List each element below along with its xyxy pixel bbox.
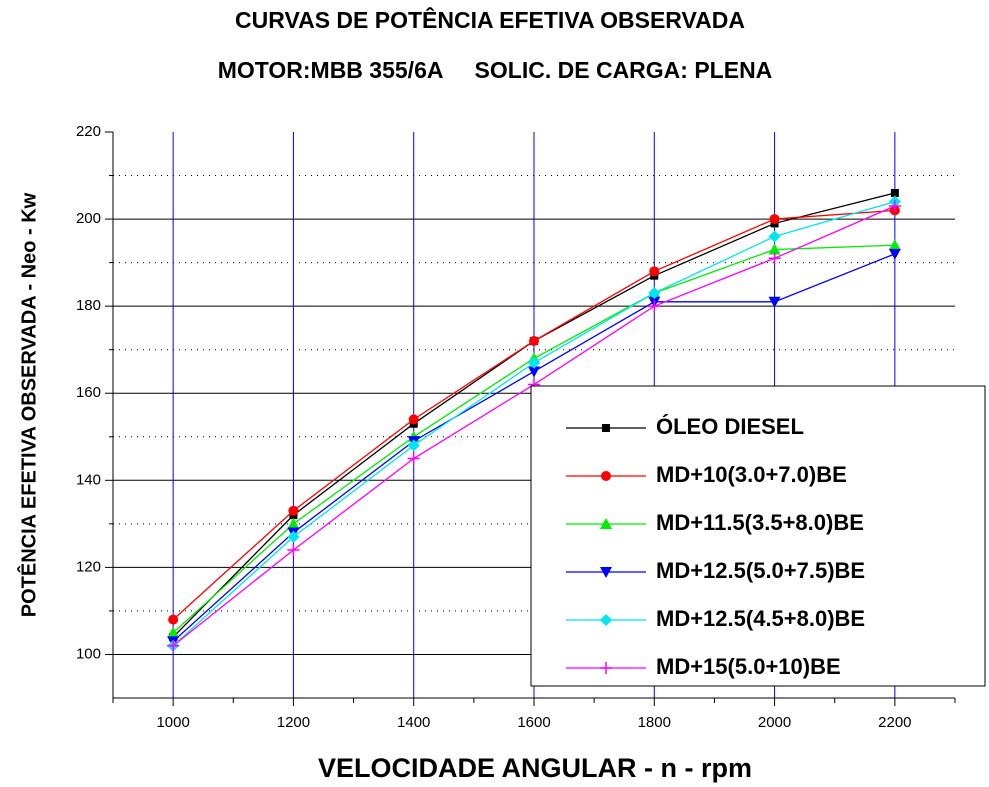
x-tick-label: 2200 — [878, 714, 911, 731]
legend-label: MD+12.5(5.0+7.5)BE — [656, 558, 865, 583]
marker — [288, 505, 299, 516]
marker — [287, 517, 300, 529]
marker — [407, 439, 420, 452]
marker — [769, 214, 780, 225]
y-tick-label: 140 — [76, 471, 101, 488]
legend-label: MD+11.5(3.5+8.0)BE — [656, 510, 864, 535]
x-tick-label: 1600 — [517, 714, 550, 731]
marker — [888, 200, 901, 213]
y-tick-label: 120 — [76, 558, 101, 575]
legend-label: MD+10(3.0+7.0)BE — [656, 462, 847, 487]
marker — [600, 518, 612, 529]
chart-subtitle: MOTOR:MBB 355/6A SOLIC. DE CARGA: PLENA — [218, 57, 773, 83]
marker — [529, 335, 539, 346]
x-tick-label: 1200 — [277, 714, 310, 731]
chart-title: CURVAS DE POTÊNCIA EFETIVA OBSERVADA — [235, 6, 745, 33]
x-tick-label: 1400 — [397, 714, 430, 731]
marker — [648, 300, 661, 313]
marker — [648, 287, 661, 300]
legend-label: ÓLEO DIESEL — [656, 414, 804, 439]
marker — [602, 424, 610, 432]
legend-label: MD+12.5(4.5+8.0)BE — [656, 606, 865, 631]
marker — [890, 188, 899, 197]
marker — [528, 366, 540, 378]
marker — [167, 626, 180, 638]
legend-label: MD+15(5.0+10)BE — [656, 654, 841, 679]
marker — [167, 639, 180, 652]
x-tick-label: 1000 — [156, 714, 189, 731]
marker — [768, 252, 781, 265]
marker — [168, 614, 179, 625]
marker — [888, 248, 901, 260]
marker — [408, 414, 419, 425]
marker — [649, 266, 660, 277]
y-tick-label: 180 — [76, 297, 101, 314]
marker — [407, 452, 420, 465]
marker — [888, 239, 901, 251]
marker — [600, 614, 612, 626]
y-tick-label: 100 — [76, 645, 101, 662]
marker — [287, 543, 300, 556]
x-tick-label: 1800 — [638, 714, 671, 731]
marker — [768, 296, 781, 308]
x-axis-label: VELOCIDADE ANGULAR - n - rpm — [318, 753, 752, 783]
marker — [287, 530, 300, 543]
x-tick-label: 2000 — [758, 714, 791, 731]
marker — [768, 230, 781, 243]
marker — [768, 243, 781, 255]
marker — [600, 662, 612, 674]
y-tick-label: 160 — [76, 384, 101, 401]
legend-box — [530, 385, 986, 687]
y-axis-label: POTÊNCIA EFETIVA OBSERVADA - Neo - Kw — [16, 192, 40, 617]
marker — [601, 471, 611, 481]
y-tick-label: 200 — [76, 210, 101, 227]
marker — [528, 356, 540, 369]
marker — [600, 567, 612, 578]
y-tick-label: 220 — [76, 123, 101, 140]
